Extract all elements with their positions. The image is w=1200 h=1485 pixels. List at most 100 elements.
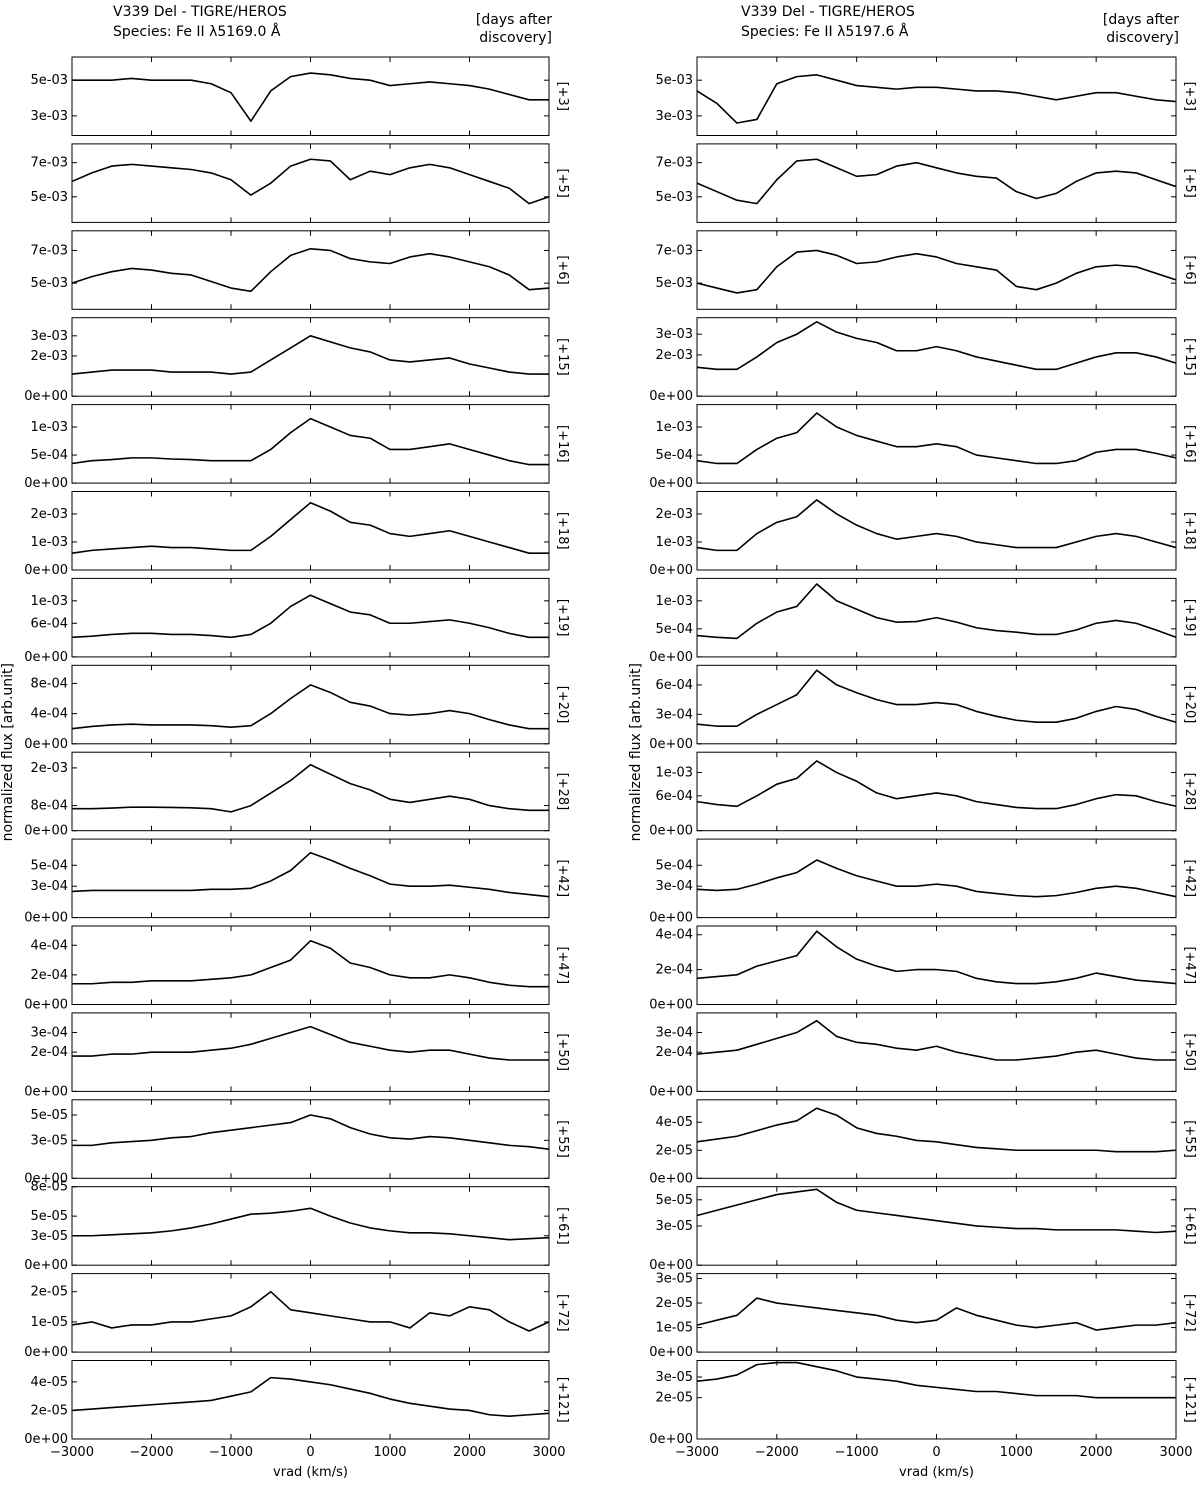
panel-label: [+50]	[1182, 1033, 1197, 1071]
panel-label: [+55]	[555, 1120, 570, 1158]
panel: 7e-03 5e-03 [+6]	[655, 230, 1197, 310]
y-tick-label: 0e+00	[24, 1258, 68, 1273]
y-tick-label: 5e-05	[30, 1209, 68, 1224]
y-tick-label: 0e+00	[649, 737, 693, 752]
panel: 1e-03 6e-04 0e+00 [+19]	[24, 577, 570, 665]
spectrum-line	[696, 249, 1177, 294]
x-tick-label: 1000	[1000, 1445, 1033, 1460]
legend-title: discovery]	[479, 30, 552, 46]
y-tick-label: 7e-03	[655, 156, 693, 171]
x-tick-label: 2000	[1080, 1445, 1113, 1460]
y-tick-label: 2e-04	[30, 968, 68, 983]
panel: 8e-05 5e-05 3e-05 0e+00 [+61]	[24, 1180, 570, 1274]
y-tick-label: 0e+00	[649, 389, 693, 404]
panel-label: [+61]	[555, 1207, 570, 1245]
spectrum-line	[71, 247, 550, 293]
panel-label: [+5]	[1182, 168, 1197, 197]
panel: 3e-05 2e-05 1e-05 0e+00 [+72]	[649, 1272, 1197, 1361]
y-tick-label: 0e+00	[24, 911, 68, 926]
spectrum-line	[72, 763, 549, 813]
panel-frame	[71, 1099, 550, 1179]
y-tick-label: 5e-05	[655, 1193, 693, 1208]
y-tick-label: 0e+00	[24, 1432, 68, 1447]
legend-title: [days after	[1103, 12, 1179, 28]
y-tick-label: 5e-03	[655, 190, 693, 205]
panel-label: [+15]	[555, 338, 570, 376]
spectrum-line	[696, 930, 1177, 985]
panel-label: [+121]	[1182, 1377, 1197, 1423]
spectrum-line	[696, 760, 1177, 810]
spectrum-line	[696, 859, 1177, 898]
y-tick-label: 0e+00	[649, 563, 693, 578]
panel: 1e-03 6e-04 0e+00 [+28]	[649, 751, 1197, 839]
panel: 1e-03 5e-04 0e+00 [+16]	[24, 404, 570, 491]
y-tick-label: 0e+00	[649, 1432, 693, 1447]
y-tick-label: 7e-03	[30, 243, 68, 258]
spectrum-line	[696, 1188, 1177, 1234]
panel-frame	[696, 925, 1177, 1005]
spectrum-line	[71, 851, 550, 898]
panel-label: [+47]	[555, 946, 570, 984]
panel: 2e-03 8e-04 0e+00 [+28]	[24, 751, 570, 839]
chart-title: V339 Del - TIGRE/HEROS	[113, 4, 287, 20]
panel: 5e-05 3e-05 0e+00 [+55]	[24, 1099, 570, 1186]
panel-label: [+16]	[555, 425, 570, 463]
spectrum-line	[696, 1361, 1176, 1399]
panel: 3e-03 2e-03 0e+00 [+15]	[649, 317, 1197, 404]
panel-frame	[696, 1099, 1177, 1179]
y-tick-label: 2e-05	[655, 1296, 693, 1311]
y-tick-label: 1e-03	[30, 535, 68, 550]
y-tick-label: 4e-05	[655, 1115, 693, 1130]
y-tick-label: 2e-03	[30, 507, 68, 522]
y-tick-label: 1e-03	[655, 420, 693, 435]
panel-frame	[696, 317, 1177, 397]
spectrum-line	[696, 583, 1177, 640]
y-tick-label: 2e-03	[30, 349, 68, 364]
y-tick-label: 5e-05	[30, 1108, 68, 1123]
x-tick-label: 0	[306, 1445, 314, 1460]
panel-label: [+6]	[1182, 255, 1197, 284]
y-tick-label: 1e-05	[655, 1321, 693, 1336]
spectrum-line	[72, 1025, 549, 1061]
spectrum-line	[696, 669, 1177, 727]
y-tick-label: 6e-04	[30, 616, 68, 631]
y-tick-label: 6e-04	[655, 678, 693, 693]
y-tick-label: 2e-05	[655, 1143, 693, 1158]
x-tick-label: 1000	[373, 1445, 406, 1460]
spectrum-line	[696, 499, 1177, 552]
y-tick-label: 0e+00	[649, 1171, 693, 1186]
panel-label: [+19]	[555, 599, 570, 637]
y-tick-label: 3e-05	[30, 1133, 68, 1148]
spectrum-line	[696, 1297, 1177, 1331]
y-tick-label: 0e+00	[24, 476, 68, 491]
y-tick-label: 0e+00	[649, 1345, 693, 1360]
y-tick-label: 2e-05	[30, 1285, 68, 1300]
panel-frame	[71, 577, 550, 658]
y-tick-label: 8e-05	[30, 1180, 68, 1195]
panel-frame	[71, 925, 550, 1005]
spectrum-line	[71, 417, 549, 466]
panel-frame	[71, 838, 550, 919]
y-tick-label: 8e-04	[30, 799, 68, 814]
y-tick-label: 0e+00	[24, 563, 68, 578]
panel-frame	[696, 751, 1177, 832]
panel: 5e-04 3e-04 0e+00 [+42]	[24, 838, 570, 926]
y-tick-label: 5e-04	[30, 448, 68, 463]
legend-title: [days after	[476, 12, 552, 28]
panel: 7e-03 5e-03 [+5]	[30, 143, 570, 223]
panel-label: [+42]	[1182, 860, 1197, 898]
panel-label: [+16]	[1182, 425, 1197, 463]
y-tick-label: 0e+00	[649, 476, 693, 491]
y-tick-label: 4e-05	[30, 1375, 68, 1390]
chart-subtitle: Species: Fe II λ5197.6 Å	[741, 23, 909, 40]
panel: 4e-04 2e-04 0e+00 [+47]	[24, 925, 570, 1013]
y-tick-label: 0e+00	[24, 650, 68, 665]
panel: 8e-04 4e-04 0e+00 [+20]	[24, 664, 570, 752]
panel-frame	[696, 1360, 1177, 1440]
panel: 2e-03 1e-03 0e+00 [+18]	[649, 491, 1197, 578]
x-tick-label: 0	[932, 1445, 940, 1460]
panel-label: [+50]	[555, 1033, 570, 1071]
y-tick-label: 1e-03	[655, 594, 693, 609]
panel: 4e-05 2e-05 0e+00 [+121]	[24, 1360, 570, 1447]
